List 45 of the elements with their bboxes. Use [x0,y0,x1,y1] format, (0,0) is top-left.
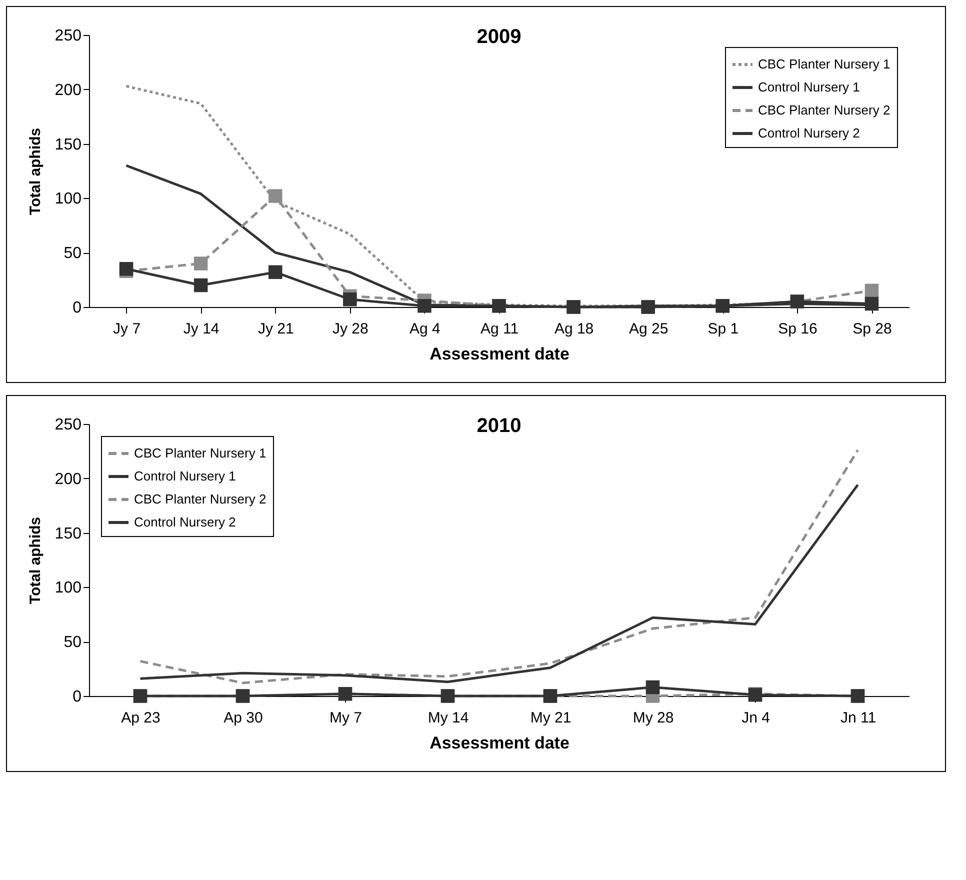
x-tick-label: My 21 [530,710,572,726]
y-tick-label: 100 [54,190,82,208]
y-tick-label: 0 [72,688,82,706]
y-tick-label: 0 [72,300,82,316]
x-tick-label: Ag 4 [410,320,440,338]
x-axis-title: Assessment date [430,344,570,364]
legend-label: CBC Planter Nursery 2 [758,102,890,118]
legend-label: Control Nursery 2 [758,126,860,140]
x-tick-label: Jy 28 [332,320,368,338]
y-tick-label: 200 [54,470,82,488]
legend-label: CBC Planter Nursery 1 [134,446,266,460]
y-axis-title: Total aphids [26,128,44,216]
y-tick-label: 200 [54,82,82,99]
x-tick-label: Sp 16 [778,320,818,338]
x-tick-label: Sp 28 [852,320,892,338]
chart-title: 2009 [476,26,522,48]
x-axis-title: Assessment date [430,734,570,752]
x-tick-label: Sp 1 [708,320,739,338]
x-tick-label: Jy 21 [258,320,294,338]
legend-label: CBC Planter Nursery 2 [134,492,266,506]
y-tick-label: 100 [54,580,82,597]
y-axis-title: Total aphids [26,516,44,604]
x-tick-label: Ag 25 [628,320,668,338]
legend-label: CBC Planter Nursery 1 [758,56,890,72]
y-tick-label: 150 [54,136,82,154]
x-tick-label: Jy 7 [113,320,141,338]
legend-label: Control Nursery 1 [134,468,236,484]
chart-title: 2010 [476,415,522,437]
x-tick-label: My 7 [329,710,362,726]
x-tick-label: Ag 18 [554,320,594,338]
x-tick-label: Ap 23 [121,710,160,726]
x-tick-label: Jn 11 [840,710,876,726]
x-tick-label: My 14 [428,710,469,726]
legend-label: Control Nursery 1 [758,80,860,94]
y-tick-label: 50 [64,634,82,652]
y-tick-label: 50 [64,245,82,262]
x-tick-label: Ag 11 [480,320,519,338]
legend-label: Control Nursery 2 [134,514,236,530]
x-tick-label: My 28 [632,710,674,726]
y-tick-label: 150 [54,525,82,542]
x-tick-label: Jn 4 [742,710,770,726]
y-tick-label: 250 [54,28,82,44]
x-tick-label: Jy 14 [183,320,220,338]
x-tick-label: Ap 30 [224,710,263,726]
y-tick-label: 250 [54,416,82,434]
